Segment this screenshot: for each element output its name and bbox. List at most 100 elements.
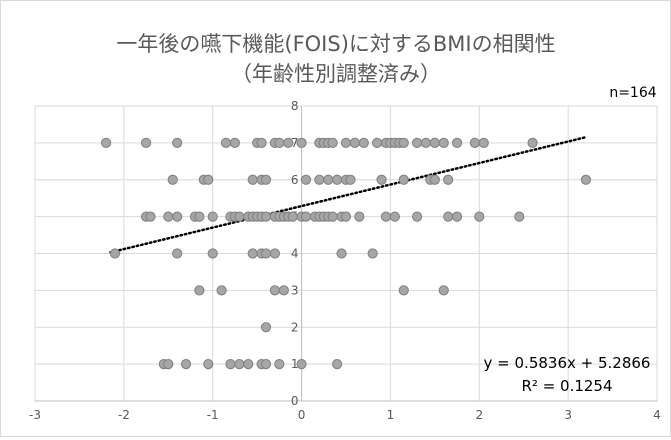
data-point <box>474 211 485 222</box>
data-point <box>229 137 241 148</box>
data-point <box>314 174 325 185</box>
data-point <box>260 211 272 222</box>
data-point <box>438 137 449 148</box>
x-tick-label: -1 <box>207 408 219 422</box>
data-point <box>323 174 334 185</box>
data-point <box>443 211 454 222</box>
data-point <box>389 211 400 222</box>
data-point <box>296 359 307 370</box>
x-tick-label: -3 <box>29 408 41 422</box>
data-point <box>367 248 378 259</box>
data-point <box>243 359 254 370</box>
data-point <box>372 137 383 148</box>
data-point <box>336 248 347 259</box>
data-point <box>194 211 205 222</box>
data-point <box>420 137 432 148</box>
data-point <box>296 137 307 148</box>
data-point <box>225 359 236 370</box>
x-tick-label: 0 <box>298 408 306 422</box>
data-point <box>163 211 174 222</box>
data-point <box>247 174 258 185</box>
data-point <box>411 211 423 222</box>
data-point <box>167 174 178 185</box>
data-point <box>327 211 338 222</box>
chart-title-line1: 一年後の嚥下機能(FOIS)に対するBMIの相関性 <box>116 32 555 56</box>
data-point <box>216 285 227 296</box>
data-point <box>260 248 272 259</box>
data-point <box>269 285 281 296</box>
data-point <box>260 174 272 185</box>
data-point <box>376 174 387 185</box>
y-tick-label: 0 <box>291 394 299 408</box>
x-tick-label: 1 <box>387 408 395 422</box>
data-point <box>234 359 245 370</box>
y-tick-label: 1 <box>291 357 299 371</box>
data-point <box>145 211 156 222</box>
data-point <box>398 174 409 185</box>
data-point <box>203 174 214 185</box>
data-point <box>340 137 352 148</box>
data-point <box>180 359 192 370</box>
y-tick-label: 7 <box>291 136 299 150</box>
data-point <box>278 285 289 296</box>
data-point <box>100 137 112 148</box>
data-point <box>327 137 338 148</box>
data-point <box>469 137 480 148</box>
data-point <box>398 285 409 296</box>
data-point <box>287 211 298 222</box>
trendline-equation: y = 0.5836x + 5.2866 <box>484 354 651 372</box>
data-point <box>300 174 312 185</box>
y-tick-label: 4 <box>291 247 299 261</box>
x-tick-label: -2 <box>118 408 130 422</box>
data-point <box>172 248 183 259</box>
data-point <box>140 137 152 148</box>
y-tick-label: 6 <box>291 173 299 187</box>
trendline <box>109 135 588 254</box>
data-point <box>354 211 365 222</box>
data-point <box>478 137 489 148</box>
data-point <box>398 137 409 148</box>
data-point <box>429 174 440 185</box>
data-point <box>172 211 183 222</box>
data-point <box>438 285 449 296</box>
data-point <box>274 137 285 148</box>
trendline-layer <box>109 135 588 254</box>
data-point <box>411 137 423 148</box>
trendline-r-squared: R² = 0.1254 <box>521 377 612 395</box>
chart-title-line2: （年齢性別調整済み） <box>231 62 441 86</box>
data-point <box>580 174 592 185</box>
sample-size-label: n=164 <box>609 85 656 101</box>
data-point <box>443 174 454 185</box>
data-point <box>300 211 312 222</box>
x-tick-label: 2 <box>475 408 483 422</box>
data-point <box>203 359 214 370</box>
data-point <box>269 248 281 259</box>
data-point <box>207 248 218 259</box>
data-point <box>274 359 285 370</box>
x-tick-label: 3 <box>564 408 572 422</box>
data-point <box>345 174 356 185</box>
data-point <box>358 137 369 148</box>
data-point <box>429 137 440 148</box>
data-point <box>349 137 360 148</box>
data-point <box>207 211 218 222</box>
axes: -3-2-101234012345678 <box>29 99 661 422</box>
data-points <box>100 137 592 370</box>
data-point <box>332 174 343 185</box>
data-point <box>340 211 352 222</box>
data-point <box>234 211 245 222</box>
data-point <box>256 137 267 148</box>
data-point <box>247 248 258 259</box>
data-point <box>527 137 538 148</box>
x-tick-label: 4 <box>653 408 661 422</box>
y-tick-label: 3 <box>291 283 299 297</box>
y-tick-label: 8 <box>291 99 299 113</box>
data-point <box>260 322 272 333</box>
data-point <box>220 137 232 148</box>
data-point <box>451 137 463 148</box>
data-point <box>109 248 121 259</box>
data-point <box>260 359 272 370</box>
y-tick-label: 2 <box>291 320 299 334</box>
data-point <box>332 359 343 370</box>
